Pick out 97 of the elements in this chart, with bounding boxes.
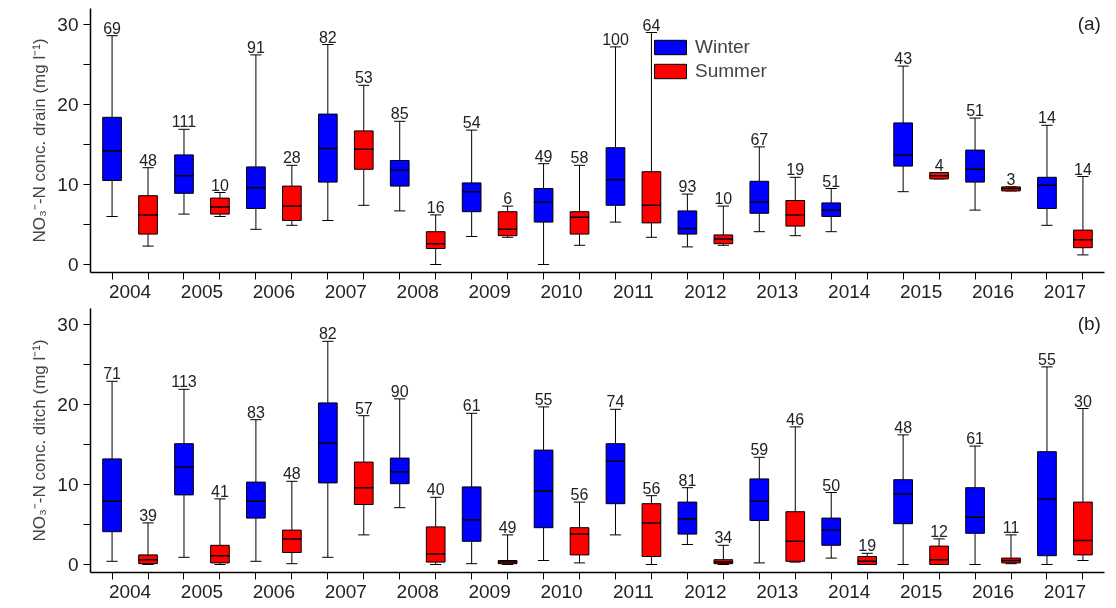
x-tick-label: 2016 bbox=[971, 280, 1015, 302]
text: 74 bbox=[606, 393, 625, 411]
y-tick-label: 0 bbox=[67, 554, 79, 575]
x-tick-label: 2009 bbox=[468, 280, 511, 302]
x-tick-label: 2014 bbox=[828, 280, 871, 302]
text: 56 bbox=[570, 486, 589, 504]
x-tick-label: 2013 bbox=[756, 580, 799, 602]
text: 48 bbox=[894, 418, 913, 436]
x-tick-label: 2009 bbox=[468, 580, 511, 602]
text: 54 bbox=[462, 114, 481, 132]
text: 3 bbox=[1006, 170, 1016, 188]
text: 49 bbox=[534, 147, 553, 165]
x-tick-label: 2007 bbox=[324, 580, 367, 602]
x-tick-label: 2010 bbox=[540, 580, 583, 602]
x-tick-label: 2006 bbox=[252, 280, 296, 302]
text: 113 bbox=[171, 373, 197, 391]
text: 82 bbox=[318, 325, 337, 343]
text: 48 bbox=[282, 465, 301, 483]
y-tick-label: 30 bbox=[57, 14, 79, 35]
text: 64 bbox=[642, 16, 661, 34]
text: 90 bbox=[390, 382, 409, 400]
text: 46 bbox=[786, 410, 805, 428]
text: 11 bbox=[1002, 518, 1020, 536]
text: 28 bbox=[282, 149, 301, 167]
y-tick-label: 20 bbox=[57, 94, 79, 115]
x-tick-label: 2010 bbox=[540, 280, 583, 302]
text: 4 bbox=[934, 156, 944, 174]
annotation: (a) bbox=[1077, 12, 1101, 34]
x-tick-label: 2012 bbox=[684, 580, 727, 602]
x-tick-label: 2011 bbox=[613, 580, 654, 602]
text: 91 bbox=[247, 38, 265, 56]
text: 56 bbox=[642, 479, 661, 497]
text: 83 bbox=[247, 403, 265, 421]
x-tick-label: 2005 bbox=[180, 580, 224, 602]
text: 39 bbox=[139, 506, 157, 524]
text: 19 bbox=[858, 537, 877, 555]
text: 58 bbox=[570, 149, 589, 167]
text: 69 bbox=[103, 19, 121, 37]
text: 6 bbox=[503, 190, 513, 208]
annotation: (b) bbox=[1077, 312, 1101, 334]
text: 55 bbox=[534, 390, 553, 408]
x-tick-label: 2004 bbox=[108, 280, 152, 302]
x-tick-label: 2006 bbox=[252, 580, 296, 602]
x-tick-label: 2017 bbox=[1043, 280, 1087, 302]
text: 85 bbox=[390, 105, 409, 123]
text: 82 bbox=[318, 28, 337, 46]
x-tick-label: 2014 bbox=[828, 580, 871, 602]
text: 111 bbox=[171, 113, 197, 131]
text: 10 bbox=[211, 176, 229, 194]
text: 30 bbox=[1074, 392, 1092, 410]
text: 55 bbox=[1038, 350, 1056, 368]
x-tick-label: 2013 bbox=[756, 280, 799, 302]
text: 53 bbox=[354, 69, 373, 87]
x-tick-label: 2016 bbox=[971, 580, 1015, 602]
text: 41 bbox=[211, 482, 229, 500]
text: 48 bbox=[139, 151, 157, 169]
x-tick-label: 2008 bbox=[396, 280, 439, 302]
text: 61 bbox=[462, 397, 481, 415]
x-tick-label: 2015 bbox=[899, 580, 943, 602]
x-tick-label: 2017 bbox=[1043, 580, 1087, 602]
text: 50 bbox=[822, 476, 841, 494]
text: 34 bbox=[714, 529, 733, 547]
text: 59 bbox=[750, 441, 769, 459]
text: 43 bbox=[894, 50, 913, 68]
x-tick-label: 2011 bbox=[613, 280, 654, 302]
text: 19 bbox=[786, 161, 805, 179]
text: 51 bbox=[966, 102, 984, 120]
y-axis-title: NO₃⁻-N conc. ditch (mg l⁻¹) bbox=[30, 339, 50, 542]
text: 100 bbox=[602, 30, 629, 48]
y-tick-label: 10 bbox=[57, 474, 79, 495]
text: 61 bbox=[966, 430, 984, 448]
y-tick-label: 30 bbox=[57, 314, 79, 335]
x-tick-label: 2008 bbox=[396, 580, 439, 602]
y-tick-label: 20 bbox=[57, 394, 79, 415]
x-tick-label: 2007 bbox=[324, 280, 367, 302]
text: 10 bbox=[714, 190, 733, 208]
text: 49 bbox=[498, 518, 517, 536]
text: 57 bbox=[354, 399, 373, 417]
x-tick-label: 2004 bbox=[108, 580, 152, 602]
text: 51 bbox=[822, 172, 841, 190]
text: 81 bbox=[678, 471, 697, 489]
text: 67 bbox=[750, 130, 769, 148]
y-tick-label: 0 bbox=[67, 254, 79, 275]
text: 12 bbox=[930, 522, 948, 540]
x-tick-label: 2012 bbox=[684, 280, 727, 302]
text: 40 bbox=[426, 481, 445, 499]
text: 14 bbox=[1038, 109, 1056, 127]
y-tick-label: 10 bbox=[57, 174, 79, 195]
text: 14 bbox=[1074, 160, 1092, 178]
text: 16 bbox=[426, 198, 445, 216]
y-axis-title: NO₃⁻-N conc. drain (mg l⁻¹) bbox=[30, 38, 50, 243]
legend-label: Winter bbox=[695, 36, 750, 58]
legend-label: Summer bbox=[695, 60, 767, 82]
x-tick-label: 2005 bbox=[180, 280, 224, 302]
text: 93 bbox=[678, 178, 697, 196]
text: 71 bbox=[103, 365, 121, 383]
x-tick-label: 2015 bbox=[899, 280, 943, 302]
